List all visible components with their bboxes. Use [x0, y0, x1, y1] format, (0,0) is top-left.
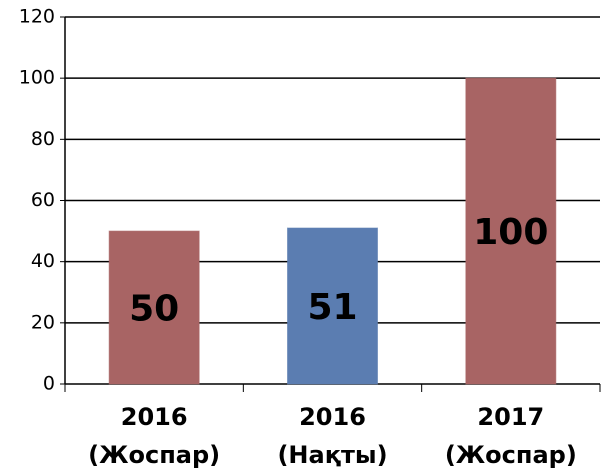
bar [465, 77, 557, 385]
data-label: 100 [473, 212, 548, 253]
x-tick-label: 2016 (Жоспар) [88, 403, 220, 469]
y-tick-label: 100 [19, 67, 55, 89]
y-tick-label: 60 [31, 189, 55, 211]
y-tick-label: 120 [19, 6, 55, 28]
data-label: 51 [307, 287, 357, 328]
y-tick-label: 0 [43, 373, 55, 395]
x-tick-label: 2016 (Нақты) [277, 403, 387, 469]
x-tick-label: 2017 (Жоспар) [445, 403, 577, 469]
y-tick-label: 80 [31, 128, 55, 150]
bar [108, 230, 200, 385]
bar [287, 227, 378, 385]
data-label: 50 [129, 289, 179, 330]
y-tick-label: 40 [31, 250, 55, 272]
y-tick-label: 20 [31, 311, 55, 333]
